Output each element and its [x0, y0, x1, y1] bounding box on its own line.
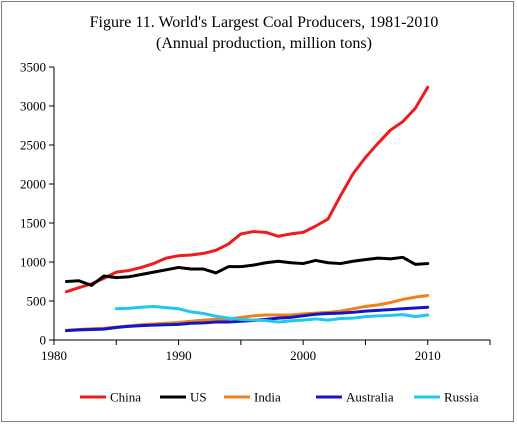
series-layer [64, 85, 430, 333]
y-tick-label: 1500 [20, 216, 46, 231]
y-axis-ticks: 0 500 1000 1500 2000 2500 3000 3500 [20, 60, 54, 348]
series-line-us [64, 255, 430, 287]
series-line-india [64, 294, 430, 332]
legend-label-india: India [254, 390, 281, 405]
series-line-russia [114, 304, 430, 324]
legend-label-us: US [190, 390, 207, 405]
y-tick-label: 0 [40, 333, 47, 348]
y-tick-label: 3000 [20, 99, 46, 114]
axes [53, 67, 490, 341]
x-axis-ticks: 1980 1990 2000 2010 [41, 340, 491, 363]
legend-label-china: China [110, 390, 141, 405]
y-tick-label: 2500 [20, 138, 46, 153]
x-tick-label: 1990 [166, 348, 192, 363]
x-tick-label: 2000 [290, 348, 316, 363]
legend-label-russia: Russia [444, 390, 479, 405]
chart-title: Figure 11. World's Largest Coal Producer… [90, 14, 439, 31]
chart-subtitle: (Annual production, million tons) [156, 35, 372, 52]
x-tick-label: 2010 [415, 348, 441, 363]
y-tick-label: 3500 [20, 60, 46, 75]
y-tick-label: 500 [27, 294, 47, 309]
series-line-china [64, 85, 430, 294]
x-tick-label: 1980 [41, 348, 67, 363]
legend: China US India Australia Russia [80, 390, 479, 405]
legend-label-australia: Australia [346, 390, 394, 405]
y-tick-label: 1000 [20, 255, 46, 270]
y-tick-label: 2000 [20, 177, 46, 192]
